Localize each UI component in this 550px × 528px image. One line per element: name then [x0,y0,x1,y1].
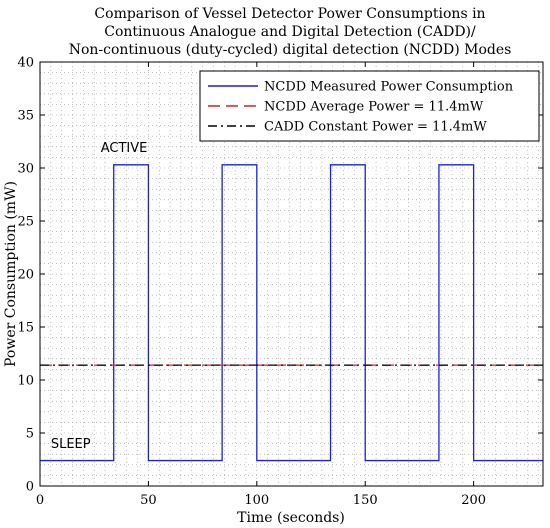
series-line-1 [40,164,543,462]
y-tick-label: 5 [26,427,34,442]
annotations: ACTIVE SLEEP [51,141,147,452]
y-tick-label: 40 [17,56,34,71]
y-tick-label: 35 [17,109,34,124]
grid [40,62,543,486]
chart-title: Comparison of Vessel Detector Power Cons… [69,6,512,58]
x-axis-label: Time (seconds) [237,510,345,526]
y-tick-label: 0 [26,480,34,495]
y-tick-label: 30 [17,162,34,177]
legend-label-3: CADD Constant Power = 11.4mW [264,120,487,135]
x-tick-label: 150 [353,493,378,508]
legend-box [199,70,540,142]
axis-ticks: 0 50 100 150 200 0 5 10 15 20 25 30 35 40 [17,56,543,508]
x-tick-label: 50 [140,493,157,508]
annotation-sleep: SLEEP [51,437,91,452]
series-layer [40,164,543,462]
title-line-3: Non-continuous (duty-cycled) digital det… [69,42,512,58]
annotation-active: ACTIVE [101,141,148,156]
y-axis-label: Power Consumption (mW) [3,181,19,367]
y-tick-label: 20 [17,268,34,283]
x-tick-label: 200 [461,493,486,508]
x-tick-label: 100 [244,493,269,508]
legend: NCDD Measured Power Consumption NCDD Aver… [199,70,540,142]
x-tick-label: 0 [36,493,44,508]
legend-label-1: NCDD Measured Power Consumption [264,80,514,95]
legend-label-2: NCDD Average Power = 11.4mW [264,100,484,115]
y-tick-label: 15 [17,321,34,336]
title-line-1: Comparison of Vessel Detector Power Cons… [94,6,485,22]
y-tick-label: 10 [17,374,34,389]
title-line-2: Continuous Analogue and Digital Detectio… [104,24,476,40]
y-tick-label: 25 [17,215,34,230]
